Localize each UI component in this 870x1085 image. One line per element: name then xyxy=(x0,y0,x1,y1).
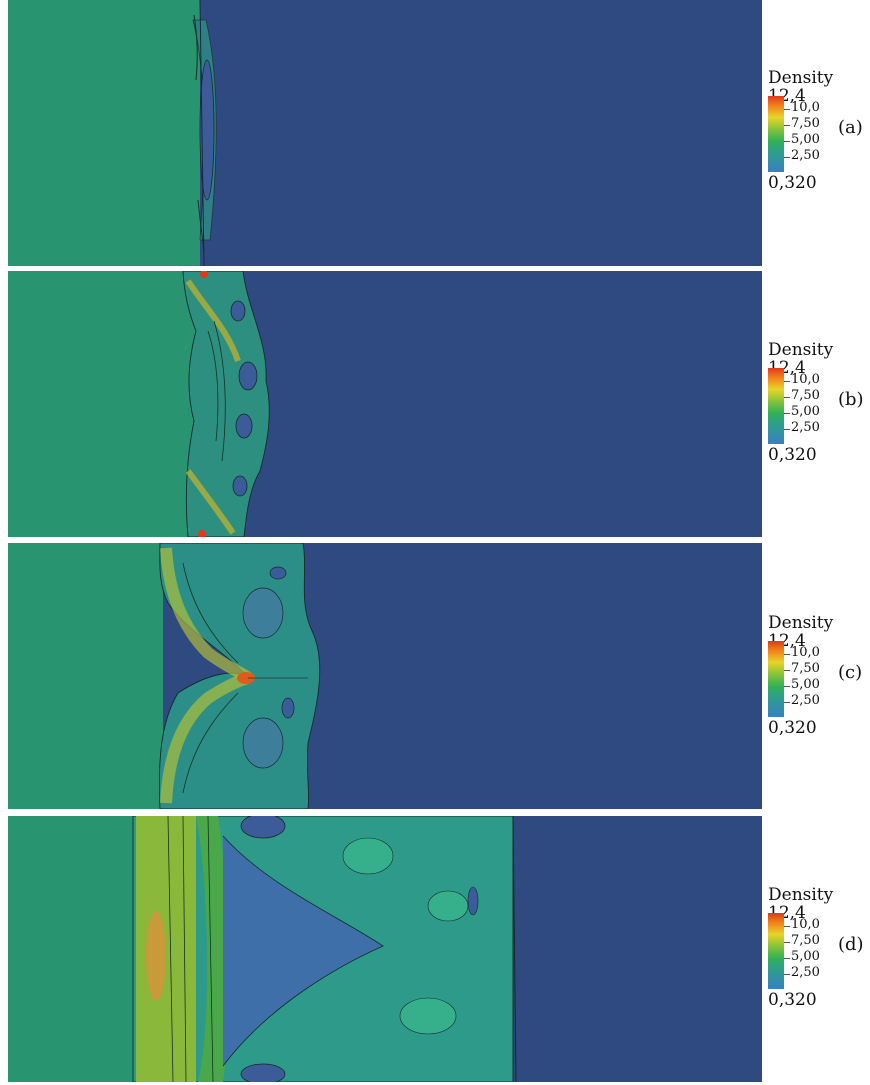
tick-label: 7,50 xyxy=(791,388,820,403)
panel-label-c: (c) xyxy=(838,662,863,683)
colorbar xyxy=(768,641,784,717)
legend-min-label: 0,320 xyxy=(768,445,817,465)
density-field-a xyxy=(8,0,762,266)
density-plot-panel-a xyxy=(8,0,762,266)
tick-label: 7,50 xyxy=(791,661,820,676)
tick-label: 5,00 xyxy=(791,677,820,692)
panel-label-d: (d) xyxy=(838,934,864,955)
legend-title: Density xyxy=(768,885,834,905)
density-field-c xyxy=(8,543,762,809)
colorbar-legend-c: Density 12,4 10,0 7,50 5,00 2,50 0,320 xyxy=(768,613,838,743)
tick-label: 2,50 xyxy=(791,965,820,980)
colorbar-legend-a: Density 12,4 10,0 7,50 5,00 2,50 0,320 xyxy=(768,68,838,198)
tick-label: 2,50 xyxy=(791,420,820,435)
tick-label: 5,00 xyxy=(791,949,820,964)
tick-label: 2,50 xyxy=(791,148,820,163)
legend-title: Density xyxy=(768,340,834,360)
legend-min-label: 0,320 xyxy=(768,718,817,738)
density-plot-panel-d xyxy=(8,816,762,1082)
tick-label: 2,50 xyxy=(791,693,820,708)
density-plot-panel-c xyxy=(8,543,762,809)
colorbar xyxy=(768,913,784,989)
tick-label: 5,00 xyxy=(791,132,820,147)
density-field-d xyxy=(8,816,762,1082)
panel-label-b: (b) xyxy=(838,389,864,410)
legend-min-label: 0,320 xyxy=(768,173,817,193)
tick-label: 10,0 xyxy=(791,917,820,932)
legend-title: Density xyxy=(768,68,834,88)
colorbar xyxy=(768,368,784,444)
legend-min-label: 0,320 xyxy=(768,990,817,1010)
tick-label: 10,0 xyxy=(791,372,820,387)
density-field-b xyxy=(8,271,762,537)
tick-label: 10,0 xyxy=(791,645,820,660)
legend-title: Density xyxy=(768,613,834,633)
colorbar-legend-b: Density 12,4 10,0 7,50 5,00 2,50 0,320 xyxy=(768,340,838,470)
panel-label-a: (a) xyxy=(838,117,863,138)
colorbar xyxy=(768,96,784,172)
density-plot-panel-b xyxy=(8,271,762,537)
tick-label: 7,50 xyxy=(791,933,820,948)
tick-label: 7,50 xyxy=(791,116,820,131)
colorbar-legend-d: Density 12,4 10,0 7,50 5,00 2,50 0,320 xyxy=(768,885,838,1015)
tick-label: 10,0 xyxy=(791,100,820,115)
tick-label: 5,00 xyxy=(791,404,820,419)
